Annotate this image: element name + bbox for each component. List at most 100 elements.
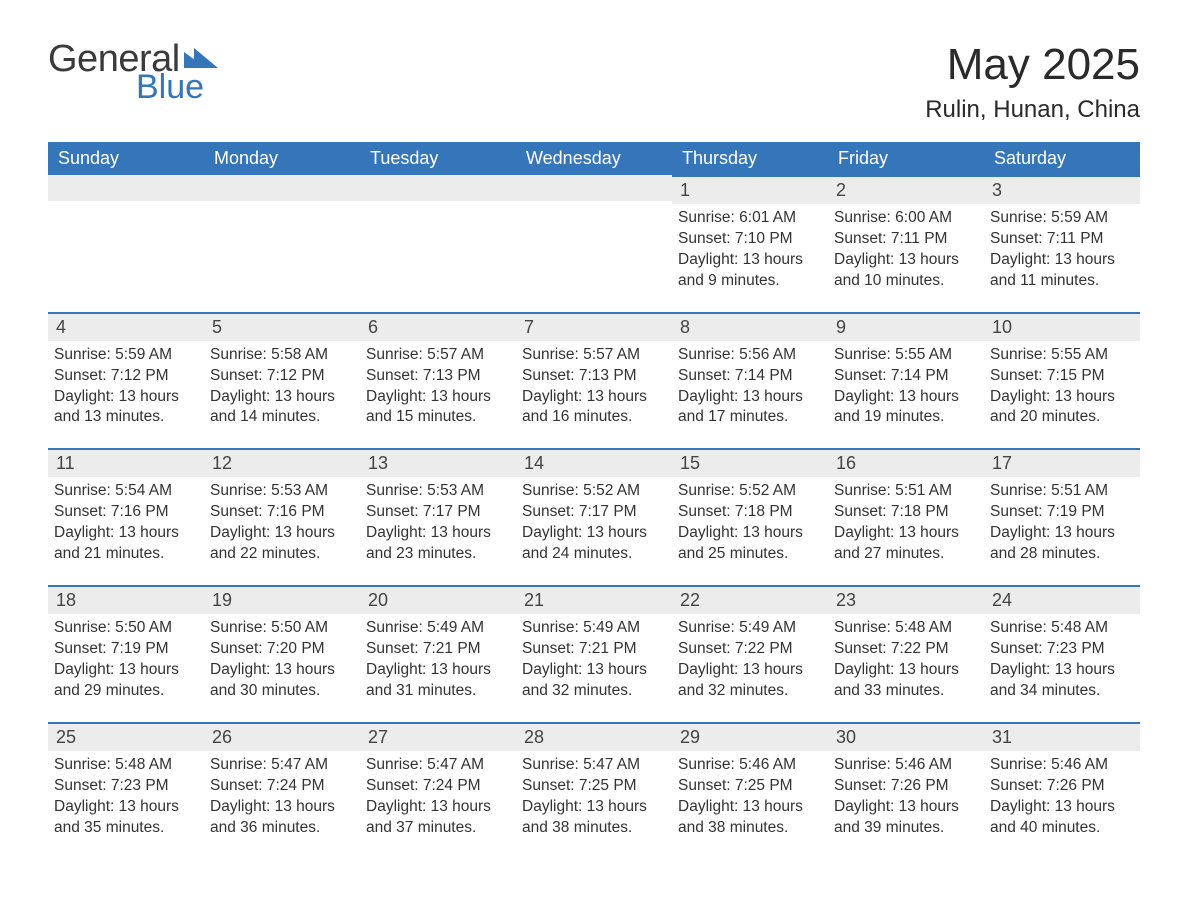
sunrise-line: Sunrise: 5:52 AM: [678, 481, 822, 502]
day-cell: 4Sunrise: 5:59 AMSunset: 7:12 PMDaylight…: [48, 312, 204, 449]
sunset-line: Sunset: 7:16 PM: [210, 502, 354, 523]
daylight-line: Daylight: 13 hours and 36 minutes.: [210, 797, 354, 839]
sunset-line: Sunset: 7:18 PM: [834, 502, 978, 523]
day-number: 18: [48, 585, 204, 614]
day-cell: 21Sunrise: 5:49 AMSunset: 7:21 PMDayligh…: [516, 585, 672, 722]
sunrise-line: Sunrise: 5:49 AM: [678, 618, 822, 639]
day-cell: 22Sunrise: 5:49 AMSunset: 7:22 PMDayligh…: [672, 585, 828, 722]
day-number: 15: [672, 448, 828, 477]
sunset-line: Sunset: 7:17 PM: [366, 502, 510, 523]
day-cell: 18Sunrise: 5:50 AMSunset: 7:19 PMDayligh…: [48, 585, 204, 722]
day-number: 23: [828, 585, 984, 614]
sunrise-line: Sunrise: 5:56 AM: [678, 345, 822, 366]
empty-day: [516, 175, 672, 201]
day-cell: 30Sunrise: 5:46 AMSunset: 7:26 PMDayligh…: [828, 722, 984, 859]
day-details: Sunrise: 5:55 AMSunset: 7:15 PMDaylight:…: [984, 341, 1140, 429]
sunset-line: Sunset: 7:12 PM: [210, 366, 354, 387]
daylight-line: Daylight: 13 hours and 17 minutes.: [678, 387, 822, 429]
sunrise-line: Sunrise: 5:58 AM: [210, 345, 354, 366]
day-cell: 5Sunrise: 5:58 AMSunset: 7:12 PMDaylight…: [204, 312, 360, 449]
sunset-line: Sunset: 7:25 PM: [678, 776, 822, 797]
day-details: Sunrise: 5:57 AMSunset: 7:13 PMDaylight:…: [516, 341, 672, 429]
day-cell: 9Sunrise: 5:55 AMSunset: 7:14 PMDaylight…: [828, 312, 984, 449]
daylight-line: Daylight: 13 hours and 10 minutes.: [834, 250, 978, 292]
day-cell: 11Sunrise: 5:54 AMSunset: 7:16 PMDayligh…: [48, 448, 204, 585]
sunset-line: Sunset: 7:10 PM: [678, 229, 822, 250]
day-cell: 6Sunrise: 5:57 AMSunset: 7:13 PMDaylight…: [360, 312, 516, 449]
day-details: Sunrise: 5:55 AMSunset: 7:14 PMDaylight:…: [828, 341, 984, 429]
day-details: Sunrise: 5:58 AMSunset: 7:12 PMDaylight:…: [204, 341, 360, 429]
day-details: Sunrise: 5:53 AMSunset: 7:17 PMDaylight:…: [360, 477, 516, 565]
day-number: 14: [516, 448, 672, 477]
sunset-line: Sunset: 7:22 PM: [678, 639, 822, 660]
day-cell: [516, 175, 672, 312]
day-number: 13: [360, 448, 516, 477]
daylight-line: Daylight: 13 hours and 16 minutes.: [522, 387, 666, 429]
day-details: Sunrise: 6:00 AMSunset: 7:11 PMDaylight:…: [828, 204, 984, 292]
day-cell: [360, 175, 516, 312]
day-cell: 13Sunrise: 5:53 AMSunset: 7:17 PMDayligh…: [360, 448, 516, 585]
sunset-line: Sunset: 7:18 PM: [678, 502, 822, 523]
sunrise-line: Sunrise: 5:59 AM: [54, 345, 198, 366]
day-details: Sunrise: 5:59 AMSunset: 7:12 PMDaylight:…: [48, 341, 204, 429]
day-number: 29: [672, 722, 828, 751]
daylight-line: Daylight: 13 hours and 27 minutes.: [834, 523, 978, 565]
day-number: 24: [984, 585, 1140, 614]
weekday-header: Friday: [828, 142, 984, 175]
sunrise-line: Sunrise: 5:52 AM: [522, 481, 666, 502]
day-details: Sunrise: 5:48 AMSunset: 7:22 PMDaylight:…: [828, 614, 984, 702]
sunrise-line: Sunrise: 6:01 AM: [678, 208, 822, 229]
day-details: Sunrise: 5:49 AMSunset: 7:21 PMDaylight:…: [360, 614, 516, 702]
sunset-line: Sunset: 7:26 PM: [990, 776, 1134, 797]
sunset-line: Sunset: 7:19 PM: [54, 639, 198, 660]
weekday-header: Monday: [204, 142, 360, 175]
header: General Blue May 2025 Rulin, Hunan, Chin…: [48, 40, 1140, 124]
daylight-line: Daylight: 13 hours and 24 minutes.: [522, 523, 666, 565]
sunrise-line: Sunrise: 5:59 AM: [990, 208, 1134, 229]
day-number: 11: [48, 448, 204, 477]
day-details: Sunrise: 5:46 AMSunset: 7:26 PMDaylight:…: [984, 751, 1140, 839]
day-number: 10: [984, 312, 1140, 341]
sunrise-line: Sunrise: 5:46 AM: [834, 755, 978, 776]
day-cell: [204, 175, 360, 312]
day-details: Sunrise: 5:59 AMSunset: 7:11 PMDaylight:…: [984, 204, 1140, 292]
day-number: 2: [828, 175, 984, 204]
logo-text-blue: Blue: [136, 70, 218, 104]
sunset-line: Sunset: 7:23 PM: [54, 776, 198, 797]
daylight-line: Daylight: 13 hours and 30 minutes.: [210, 660, 354, 702]
sunrise-line: Sunrise: 5:55 AM: [834, 345, 978, 366]
sunset-line: Sunset: 7:21 PM: [522, 639, 666, 660]
daylight-line: Daylight: 13 hours and 31 minutes.: [366, 660, 510, 702]
day-cell: 31Sunrise: 5:46 AMSunset: 7:26 PMDayligh…: [984, 722, 1140, 859]
day-cell: 15Sunrise: 5:52 AMSunset: 7:18 PMDayligh…: [672, 448, 828, 585]
sunrise-line: Sunrise: 5:50 AM: [54, 618, 198, 639]
day-details: Sunrise: 5:48 AMSunset: 7:23 PMDaylight:…: [48, 751, 204, 839]
day-details: Sunrise: 5:49 AMSunset: 7:21 PMDaylight:…: [516, 614, 672, 702]
day-cell: 20Sunrise: 5:49 AMSunset: 7:21 PMDayligh…: [360, 585, 516, 722]
daylight-line: Daylight: 13 hours and 32 minutes.: [522, 660, 666, 702]
day-cell: 26Sunrise: 5:47 AMSunset: 7:24 PMDayligh…: [204, 722, 360, 859]
day-cell: 16Sunrise: 5:51 AMSunset: 7:18 PMDayligh…: [828, 448, 984, 585]
weekday-header: Saturday: [984, 142, 1140, 175]
day-cell: 27Sunrise: 5:47 AMSunset: 7:24 PMDayligh…: [360, 722, 516, 859]
day-number: 9: [828, 312, 984, 341]
weekday-header: Wednesday: [516, 142, 672, 175]
day-details: Sunrise: 5:51 AMSunset: 7:18 PMDaylight:…: [828, 477, 984, 565]
empty-day: [204, 175, 360, 201]
sunrise-line: Sunrise: 5:51 AM: [834, 481, 978, 502]
day-number: 20: [360, 585, 516, 614]
daylight-line: Daylight: 13 hours and 14 minutes.: [210, 387, 354, 429]
day-cell: 10Sunrise: 5:55 AMSunset: 7:15 PMDayligh…: [984, 312, 1140, 449]
daylight-line: Daylight: 13 hours and 21 minutes.: [54, 523, 198, 565]
day-number: 17: [984, 448, 1140, 477]
daylight-line: Daylight: 13 hours and 13 minutes.: [54, 387, 198, 429]
day-details: Sunrise: 5:52 AMSunset: 7:17 PMDaylight:…: [516, 477, 672, 565]
sunset-line: Sunset: 7:24 PM: [366, 776, 510, 797]
location-text: Rulin, Hunan, China: [925, 96, 1140, 124]
sunset-line: Sunset: 7:26 PM: [834, 776, 978, 797]
daylight-line: Daylight: 13 hours and 40 minutes.: [990, 797, 1134, 839]
day-cell: 14Sunrise: 5:52 AMSunset: 7:17 PMDayligh…: [516, 448, 672, 585]
weekday-header: Thursday: [672, 142, 828, 175]
daylight-line: Daylight: 13 hours and 38 minutes.: [678, 797, 822, 839]
sunset-line: Sunset: 7:11 PM: [990, 229, 1134, 250]
